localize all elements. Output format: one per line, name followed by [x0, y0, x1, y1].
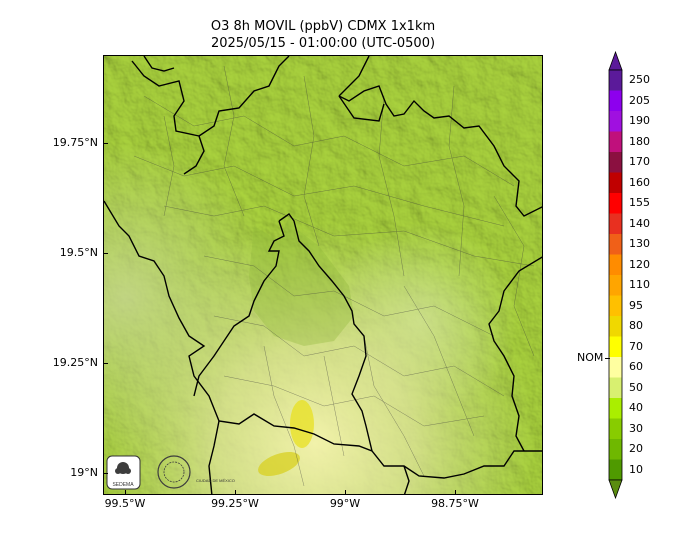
colorbar-segment	[609, 172, 622, 194]
colorbar-segment	[609, 459, 622, 481]
y-tick	[103, 363, 108, 364]
y-tick-label: 19.25°N	[52, 356, 98, 369]
colorbar-label: 50	[629, 380, 643, 394]
colorbar-segment	[609, 357, 622, 378]
ozone-map[interactable]: SEDEMA CIUDAD DE MÉXICO	[103, 55, 543, 495]
urban-area	[249, 216, 354, 346]
colorbar-segment	[609, 213, 622, 235]
colorbar-segment	[609, 254, 622, 276]
colorbar-label: 40	[629, 401, 643, 415]
colorbar-label: 190	[629, 114, 650, 128]
colorbar-extend-top	[608, 50, 623, 71]
map-subtitle: 2025/05/15 - 01:00:00 (UTC-0500)	[210, 36, 436, 51]
map-title: O3 8h MOVIL (ppbV) CDMX 1x1km	[210, 19, 436, 34]
cdmx-logo-text: CIUDAD DE MÉXICO	[196, 478, 235, 483]
y-tick-label: 19.75°N	[52, 136, 98, 149]
colorbar-label: 60	[629, 360, 643, 374]
nom-label: NOM	[577, 351, 604, 364]
colorbar-segment	[609, 316, 622, 337]
high-ozone-patch-1	[290, 400, 314, 448]
x-tick-label: 99°W	[329, 497, 361, 510]
map-canvas: SEDEMA CIUDAD DE MÉXICO	[104, 56, 542, 494]
x-tick-label: 98.75°W	[431, 497, 479, 510]
x-tick	[235, 490, 236, 495]
colorbar-label: 30	[629, 421, 643, 435]
sedema-logo: SEDEMA	[106, 455, 141, 490]
state-boundaries	[104, 56, 542, 494]
colorbar-segment	[609, 439, 622, 460]
colorbar-segment	[609, 418, 622, 440]
colorbar-segment	[609, 70, 622, 91]
colorbar-extend-bottom	[608, 479, 623, 500]
colorbar-label: 10	[629, 462, 643, 476]
municipal-boundaries	[133, 65, 535, 487]
colorbar-label: 70	[629, 339, 643, 353]
x-tick-label: 99.25°W	[211, 497, 259, 510]
x-tick	[455, 490, 456, 495]
colorbar-segment	[609, 295, 622, 317]
colorbar-segment	[609, 152, 622, 173]
nom-tick	[605, 358, 610, 359]
colorbar-label: 250	[629, 73, 650, 87]
colorbar-label: 110	[629, 278, 650, 292]
colorbar-segment	[609, 111, 622, 132]
high-ozone-patch-2	[258, 451, 300, 477]
y-tick	[103, 473, 108, 474]
low-ozone-south	[104, 56, 542, 494]
colorbar-label: 180	[629, 134, 650, 148]
colorbar-label: 95	[629, 298, 643, 312]
colorbar-segment	[609, 193, 622, 214]
colorbar-label: 140	[629, 216, 650, 230]
colorbar-label: 80	[629, 319, 643, 333]
colorbar-segment	[609, 275, 622, 296]
colorbar-segment	[609, 131, 622, 153]
colorbar-segment	[609, 377, 622, 399]
x-tick	[345, 490, 346, 495]
colorbar-label: 205	[629, 93, 650, 107]
colorbar-label: 120	[629, 257, 650, 271]
colorbar-segment	[609, 234, 622, 255]
colorbar	[608, 50, 623, 500]
colorbar-label: 155	[629, 196, 650, 210]
colorbar-label: 130	[629, 237, 650, 251]
x-tick-label: 99.5°W	[104, 497, 146, 510]
x-tick	[125, 490, 126, 495]
y-tick-label: 19°N	[70, 466, 98, 479]
colorbar-segment	[609, 90, 622, 112]
y-tick-label: 19.5°N	[59, 246, 98, 259]
colorbar-segment	[609, 398, 622, 419]
sedema-logo-text: SEDEMA	[112, 482, 134, 488]
colorbar-segment	[609, 336, 622, 358]
colorbar-label: 20	[629, 442, 643, 456]
cdmx-logo: CIUDAD DE MÉXICO	[157, 455, 235, 489]
y-tick	[103, 143, 108, 144]
y-tick	[103, 253, 108, 254]
colorbar-label: 170	[629, 155, 650, 169]
colorbar-label: 160	[629, 175, 650, 189]
